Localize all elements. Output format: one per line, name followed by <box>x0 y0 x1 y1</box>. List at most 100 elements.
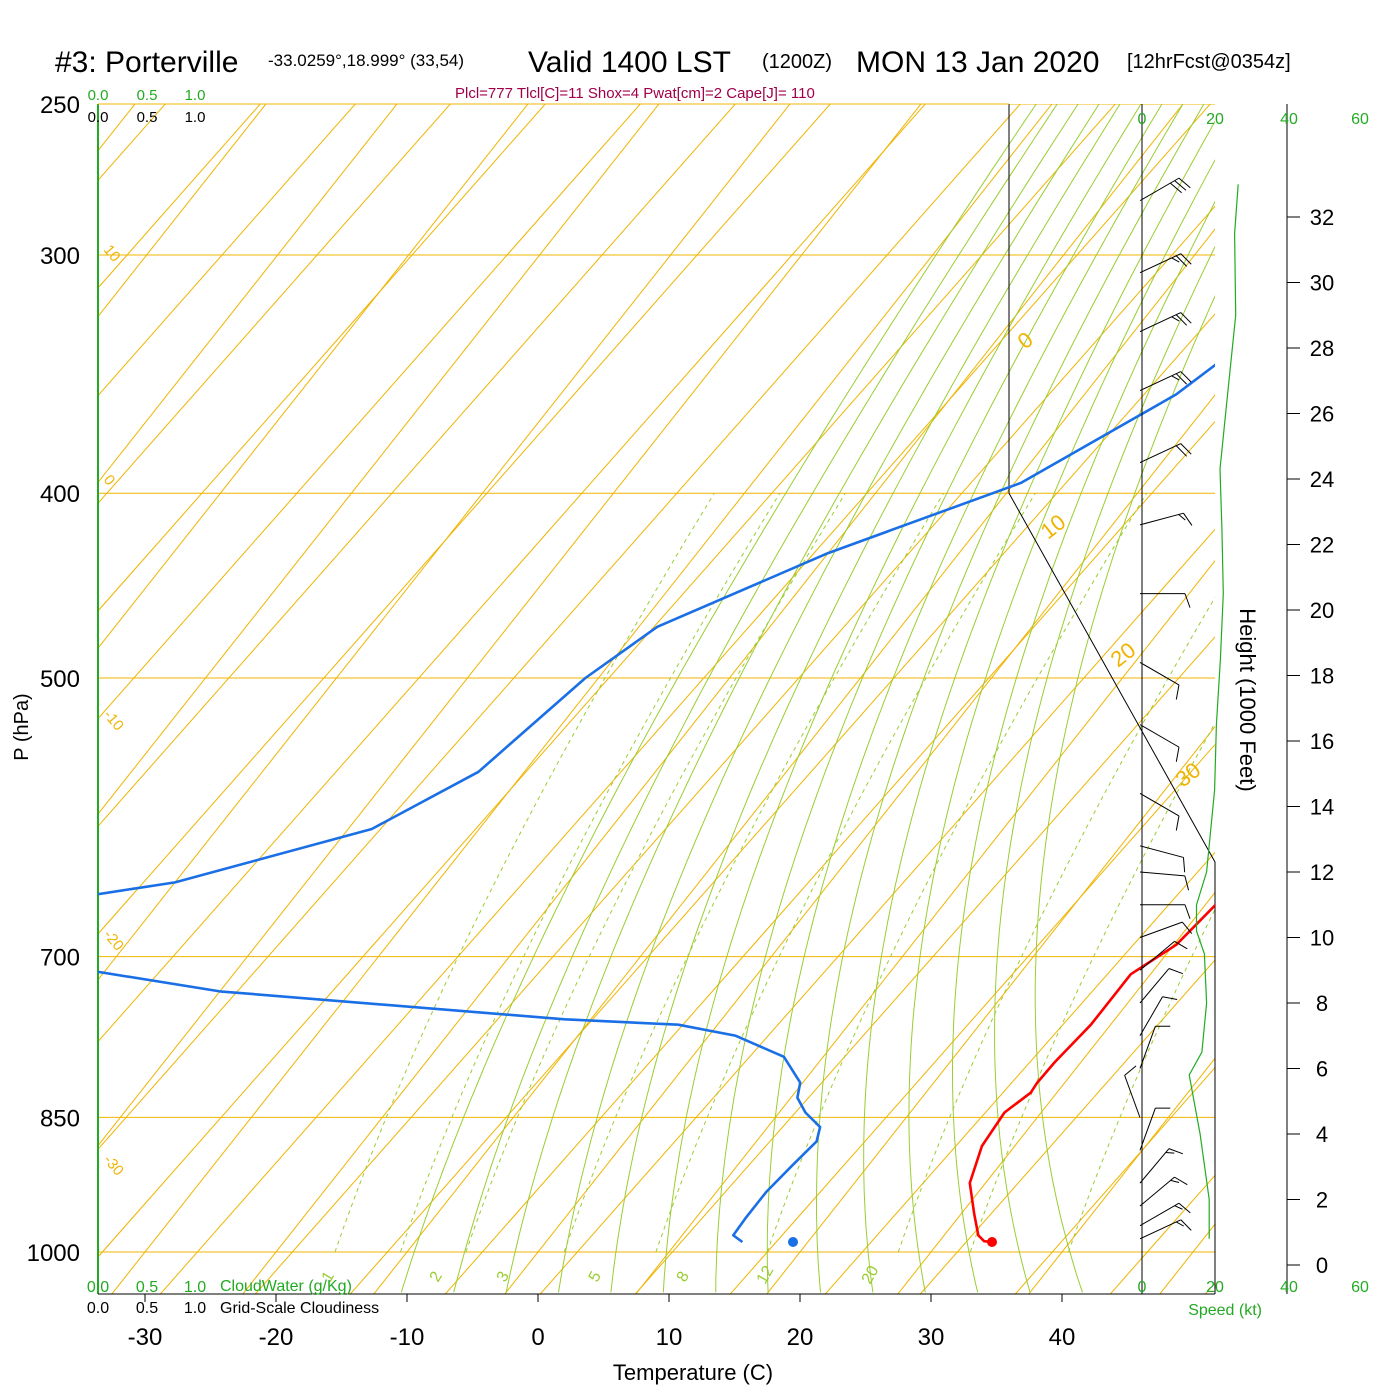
isotherm-line <box>242 104 1184 1294</box>
isotherm-line <box>635 560 1215 1294</box>
wind-barb-flag <box>1124 1065 1137 1076</box>
isotherm-label: 10 <box>100 242 124 266</box>
wind-barb <box>1139 996 1178 1037</box>
wind-barb-shaft <box>1139 371 1181 392</box>
isotherm-line <box>373 228 1215 1294</box>
wind-barb-flag <box>1171 257 1180 263</box>
height-tick-label: 22 <box>1310 533 1334 558</box>
dry-adiabat-line <box>98 104 831 935</box>
wind-barb-flag <box>1178 514 1186 521</box>
wind-speed-line <box>1188 184 1239 1239</box>
mixing-ratio-line <box>400 492 781 1253</box>
mixing-ratio-line <box>1068 908 1215 1253</box>
wind-barb-flag <box>1174 1176 1188 1186</box>
height-tick-label: 14 <box>1310 795 1334 820</box>
dry-adiabat-line <box>98 104 736 828</box>
height-tick-label: 12 <box>1310 860 1334 885</box>
wind-barb-flag <box>1175 815 1180 831</box>
wind-barb <box>1139 1202 1191 1227</box>
isotherm-line <box>766 725 1215 1294</box>
wind-barb-flag <box>1184 875 1190 891</box>
dry-adiabat-line <box>98 104 356 397</box>
mixing-ratio-label: 3 <box>494 1269 513 1285</box>
wind-barb-flag <box>1162 996 1178 1000</box>
speed-tick-top: 40 <box>1280 111 1298 128</box>
moist-adiabat-line <box>610 104 1121 1293</box>
station-title: #3: Porterville <box>55 46 238 79</box>
wind-barb-flag <box>1175 747 1180 762</box>
wind-barb-shaft <box>1139 996 1163 1037</box>
wind-barb-flag <box>1175 445 1188 457</box>
wind-barb <box>1139 1148 1184 1184</box>
wind-barb <box>1139 724 1180 762</box>
moist-adiabat-line <box>400 104 1037 1293</box>
height-tick-label: 30 <box>1310 271 1334 296</box>
wind-barb-shaft <box>1139 940 1175 971</box>
mixing-ratio-label: 20 <box>859 1263 883 1287</box>
wind-barb <box>1139 443 1192 464</box>
wind-barb-flag <box>1178 177 1191 189</box>
isotherm-line <box>98 104 267 318</box>
mixing-ratio-label: 8 <box>674 1269 693 1285</box>
wind-barb-shaft <box>1139 1219 1181 1240</box>
wind-barb-flag <box>1184 904 1191 919</box>
isotherm-label: 0 <box>100 472 118 489</box>
mixing-ratio-label: 12 <box>754 1263 778 1287</box>
isotherm-line <box>504 394 1215 1294</box>
dry-adiabat-line <box>729 743 1215 1294</box>
theta-label: 10 <box>1036 509 1071 544</box>
wind-barb <box>1139 253 1192 274</box>
speed-tick-bottom: 0 <box>1138 1279 1147 1296</box>
speed-tick-top: 20 <box>1206 111 1224 128</box>
moist-adiabat-line <box>908 159 1215 1293</box>
wind-barb-shaft <box>1139 724 1180 748</box>
wind-barb-flag <box>1174 940 1188 950</box>
dry-adiabat-line <box>444 420 1215 1294</box>
moist-adiabat-line <box>863 120 1215 1293</box>
isotherm-line <box>897 891 1215 1294</box>
dry-adiabat-line <box>1390 0 1400 1300</box>
wind-barb <box>1139 1176 1188 1207</box>
wind-barb-shaft <box>1139 1176 1175 1207</box>
isotherm-line <box>1028 1057 1215 1294</box>
cloudwater-scale-top: 1.0 <box>185 87 206 104</box>
moist-adiabat-line <box>1034 295 1215 1293</box>
dry-adiabat-line <box>98 104 926 1043</box>
wind-barb-flag <box>1175 255 1188 267</box>
height-tick-label: 16 <box>1310 729 1334 754</box>
pressure-tick-label: 400 <box>40 481 80 508</box>
temperature-tick-label: 30 <box>918 1324 945 1351</box>
mixing-ratio-label: 2 <box>427 1269 446 1285</box>
dry-adiabat-line <box>98 104 261 289</box>
wind-barb <box>1139 921 1193 938</box>
speed-tick-bottom: 40 <box>1280 1279 1298 1296</box>
wind-barb <box>1140 904 1191 919</box>
temperature-tick-label: -30 <box>128 1324 163 1351</box>
cloudwater-scale-bottom: 0.0 <box>87 1279 109 1296</box>
isotherm-line <box>98 104 922 1147</box>
height-tick-label: 8 <box>1316 991 1328 1016</box>
dry-adiabat-line <box>349 313 1215 1294</box>
dry-adiabat-line <box>634 636 1215 1294</box>
wind-barb <box>1139 371 1192 392</box>
wind-barb-shaft <box>1139 312 1181 333</box>
height-tick-label: 6 <box>1316 1057 1328 1082</box>
wind-barb-flag <box>1175 314 1188 326</box>
isotherm-line <box>111 104 1053 1294</box>
cloudiness-scale-bottom: 1.0 <box>184 1300 206 1317</box>
wind-barb-flag <box>1184 593 1191 608</box>
dry-adiabat-line <box>1014 1066 1215 1294</box>
wind-barb <box>1139 871 1190 891</box>
isotherm-line <box>98 104 660 815</box>
right-frame-line <box>1008 104 1216 1294</box>
params-line: Plcl=777 Tlcl[C]=11 Shox=4 Pwat[cm]=2 Ca… <box>455 85 815 102</box>
cloudiness-scale-bottom: 0.0 <box>87 1300 109 1317</box>
moist-adiabat-line <box>816 104 1205 1293</box>
wind-barb-shaft <box>1139 177 1180 202</box>
mixing-ratio-line <box>897 596 1215 1253</box>
cloudiness-label: Grid-Scale Cloudiness <box>220 1300 379 1317</box>
height-tick-label: 0 <box>1316 1253 1328 1278</box>
